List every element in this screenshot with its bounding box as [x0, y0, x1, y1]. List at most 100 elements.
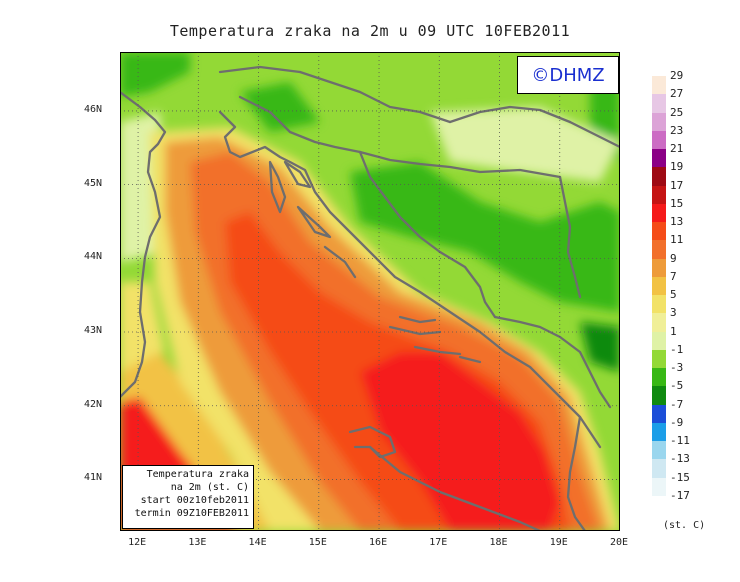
legend-label: 17 — [670, 178, 684, 192]
albania-coastline — [566, 415, 587, 531]
legend-swatch — [652, 185, 666, 205]
longitude-label: 16E — [369, 537, 388, 548]
border-hungary — [298, 70, 452, 124]
longitude-label: 18E — [489, 537, 508, 548]
latitude-label: 46N — [84, 103, 103, 115]
legend-label: 19 — [670, 160, 684, 174]
legend-swatch — [652, 76, 666, 95]
longitude-label: 17E — [429, 537, 448, 548]
latitude-label: 45N — [84, 177, 103, 189]
legend-label: 13 — [670, 215, 684, 228]
mild-patch-pannonia — [430, 107, 620, 182]
island-krk — [283, 160, 312, 189]
temperature-map — [120, 52, 620, 531]
legend-label: 29 — [670, 69, 684, 82]
legend-label: -7 — [670, 397, 684, 411]
island-pag — [296, 205, 332, 239]
border-serbia-east — [568, 120, 620, 149]
cold-patch-northwest — [120, 52, 190, 97]
legend-swatch — [652, 459, 666, 478]
legend-swatch — [652, 386, 666, 405]
longitude-label: 19E — [549, 537, 568, 548]
legend-label: -5 — [670, 379, 684, 393]
legend-label: -17 — [670, 488, 690, 502]
legend-swatch — [652, 130, 666, 150]
map-frame — [120, 52, 620, 531]
island-mljet — [458, 355, 482, 364]
legend-label: 25 — [670, 105, 684, 119]
latitude-label: 44N — [84, 251, 103, 263]
legend-swatch — [652, 167, 666, 186]
info-line: na 2m (st. C) — [170, 482, 249, 493]
legend-label: 9 — [670, 251, 677, 265]
legend-label: 27 — [670, 87, 684, 101]
border-north — [448, 105, 572, 124]
border-montenegro — [493, 315, 612, 409]
longitude-label: 12E — [128, 537, 147, 548]
legend-units: (st. C) — [663, 520, 706, 531]
legend-swatch — [652, 331, 666, 351]
island-korcula — [413, 345, 462, 356]
legend-label: 1 — [670, 324, 677, 338]
info-box: Temperatura zraka na 2m (st. C) start 00… — [122, 465, 254, 529]
legend-label: -13 — [670, 452, 690, 466]
legend-label: -9 — [670, 415, 684, 429]
legend-swatch — [652, 404, 666, 424]
border-slovenia-croatia — [238, 95, 362, 154]
legend-swatch — [652, 240, 666, 259]
latitude-label: 43N — [84, 325, 103, 337]
longitude-label: 14E — [248, 537, 267, 548]
cold-patch-bosnia — [350, 162, 620, 312]
legend-swatch — [652, 441, 666, 460]
italy-east-coastline — [120, 90, 167, 399]
longitude-label: 20E — [610, 537, 629, 548]
legend-label: -1 — [670, 342, 684, 356]
island-dugi — [323, 245, 357, 279]
legend-swatch — [652, 149, 666, 168]
legend-label: -15 — [670, 470, 690, 484]
legend-swatch — [652, 477, 666, 497]
legend-label: 3 — [670, 306, 677, 320]
island-cres — [268, 160, 287, 214]
legend-label: 5 — [670, 288, 677, 301]
border-austria — [218, 65, 302, 74]
island-hvar — [388, 325, 442, 336]
border-croatia-bosnia-north — [358, 150, 562, 179]
cold-patch-slovenia — [240, 82, 320, 132]
legend-swatch — [652, 349, 666, 369]
map-title: Temperatura zraka na 2m u 09 UTC 10FEB20… — [169, 22, 571, 40]
info-line: termin 09Z10FEB2011 — [134, 508, 249, 519]
legend-label: 23 — [670, 123, 684, 137]
legend-label: 7 — [670, 269, 677, 283]
legend-swatch — [652, 112, 666, 132]
longitude-label: 13E — [188, 537, 207, 548]
italy-south-coastline — [368, 445, 542, 531]
longitude-label: 15E — [308, 537, 327, 548]
legend-label: -3 — [670, 361, 684, 374]
latitude-label: 42N — [84, 398, 103, 410]
istria-croatia-coastline — [218, 110, 602, 449]
legend-swatch — [652, 422, 666, 442]
legend-swatch — [652, 94, 666, 113]
border-bosnia-serbia — [558, 175, 582, 299]
legend-label: 21 — [670, 142, 684, 155]
legend-label: 11 — [670, 233, 684, 247]
border-croatia-bosnia-west — [358, 150, 497, 319]
legend-label: 15 — [670, 196, 684, 210]
island-brac — [398, 315, 437, 324]
info-line: start 00z10feb2011 — [140, 495, 249, 506]
legend-label: -11 — [670, 434, 690, 447]
graticule — [120, 52, 620, 531]
legend-swatch — [652, 368, 666, 387]
legend-swatch — [652, 258, 666, 278]
cold-patch-montenegro — [580, 322, 620, 372]
info-line: Temperatura zraka — [146, 469, 249, 480]
legend-swatch — [652, 313, 666, 332]
dhmz-logo: ©DHMZ — [517, 56, 619, 94]
legend-swatch — [652, 276, 666, 296]
legend-swatch — [652, 295, 666, 314]
sea-red-core — [360, 352, 560, 531]
legend-swatch — [652, 203, 666, 223]
legend-swatch — [652, 222, 666, 241]
latitude-label: 41N — [84, 472, 103, 484]
